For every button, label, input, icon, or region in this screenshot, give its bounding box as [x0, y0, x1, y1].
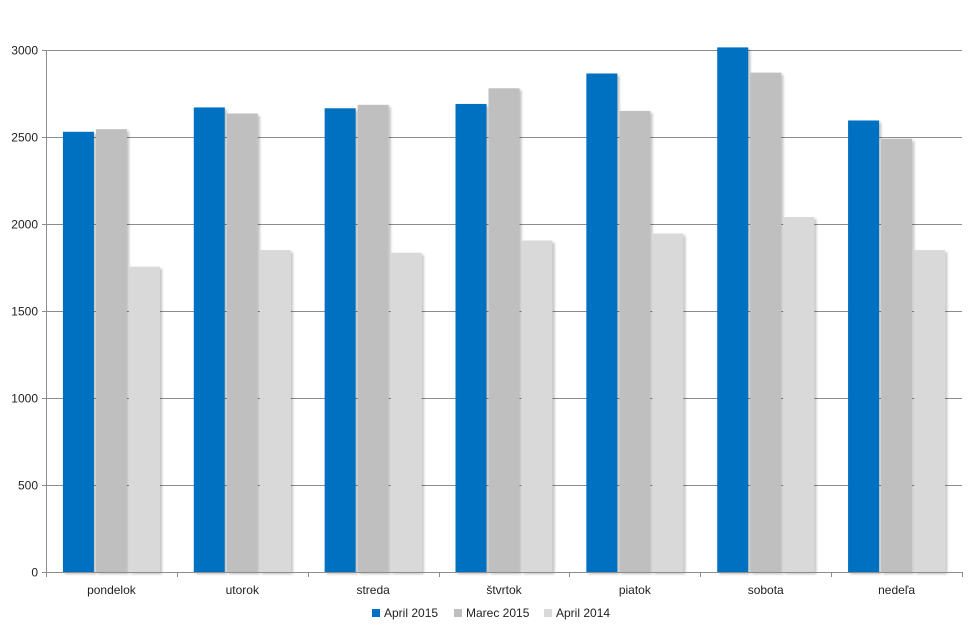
bar — [455, 103, 487, 572]
bar — [521, 240, 553, 572]
x-tick-label: utorok — [226, 583, 260, 597]
x-tick-label: piatok — [619, 583, 652, 597]
bar — [193, 107, 225, 573]
y-tick-label: 2000 — [11, 218, 38, 232]
bar — [750, 72, 782, 573]
x-tick-label: pondelok — [87, 583, 137, 597]
bar — [95, 129, 127, 573]
x-tick-label: sobota — [748, 583, 784, 597]
bar — [652, 233, 684, 572]
bar — [226, 113, 258, 572]
legend-label: April 2015 — [384, 606, 438, 620]
legend-swatch — [454, 609, 462, 617]
bar — [62, 131, 94, 572]
legend-label: April 2014 — [556, 606, 610, 620]
bar — [324, 108, 356, 572]
y-tick-label: 1500 — [11, 305, 38, 319]
bar — [488, 88, 520, 572]
y-tick-label: 2500 — [11, 131, 38, 145]
x-tick-label: streda — [356, 583, 390, 597]
y-tick-label: 500 — [18, 479, 38, 493]
bar — [619, 110, 651, 573]
bar — [914, 250, 946, 572]
bar — [259, 250, 291, 572]
bar — [848, 120, 880, 572]
bar — [881, 138, 913, 573]
bar — [357, 104, 389, 572]
bar — [586, 73, 618, 573]
bar — [390, 252, 422, 572]
y-tick-label: 0 — [31, 566, 38, 580]
x-tick-label: nedeľa — [878, 583, 915, 597]
bar — [128, 266, 160, 572]
legend: April 2015 Marec 2015 April 2014 — [372, 606, 610, 620]
axes: 0 500 1000 1500 2000 2500 3000 pondelok utorok st… — [11, 44, 963, 597]
legend-swatch — [372, 609, 380, 617]
bar — [783, 217, 815, 573]
legend-swatch — [544, 609, 552, 617]
y-tick-label: 3000 — [11, 44, 38, 58]
x-tick-label: štvrtok — [486, 583, 522, 597]
bars — [62, 47, 946, 573]
legend-label: Marec 2015 — [466, 606, 530, 620]
y-tick-label: 1000 — [11, 392, 38, 406]
bar — [717, 47, 749, 572]
